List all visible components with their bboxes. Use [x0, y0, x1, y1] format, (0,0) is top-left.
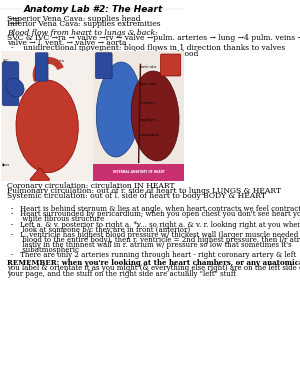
Text: Anatomy Lab #2: The Heart: Anatomy Lab #2: The Heart — [23, 5, 163, 14]
Text: Pulmonary circulation: out of r. side of heart to lungs LUNGS & HEART: Pulmonary circulation: out of r. side of… — [7, 187, 281, 196]
Text: you label & orientate it as you might (& everything else right) are on the left : you label & orientate it as you might (&… — [7, 265, 300, 272]
Text: -   L. ventricle has highest blood pressure w/ thickest wall (larger muscle need: - L. ventricle has highest blood pressur… — [11, 231, 300, 239]
Text: -   Left a. & v. posterior to right a. *v... so right a. & v. r. looking right a: - Left a. & v. posterior to right a. *v.… — [11, 221, 300, 229]
Text: lastly in the thinnest wall in r. atrium w/ pressure so low that sometimes it's: lastly in the thinnest wall in r. atrium… — [11, 241, 291, 249]
Text: Inferior Vena Cava: supplies extremities: Inferior Vena Cava: supplies extremities — [7, 20, 160, 28]
Text: Systemic circulation: out of l. side of heart to body BODY & HEART: Systemic circulation: out of l. side of … — [7, 192, 266, 201]
Text: subatmospheric: subatmospheric — [11, 246, 79, 254]
Text: Blood flow from heart to lungs & back:: Blood flow from heart to lungs & back: — [7, 29, 158, 37]
Text: -   Heart is behind sternum & lies at angle, when heart contracts we feel contra: - Heart is behind sternum & lies at angl… — [11, 205, 300, 213]
Text: Coronary circulation: circulation IN HEART: Coronary circulation: circulation IN HEA… — [7, 182, 175, 191]
Text: REMEMBER: when you're looking at the heart chambers, or any anatomical drawings,: REMEMBER: when you're looking at the hea… — [7, 260, 300, 267]
Text: valve → l. vent. → valve → aorta: valve → l. vent. → valve → aorta — [7, 39, 126, 47]
Text: -    atrium receive blood, ventricles release blood: - atrium receive blood, ventricles relea… — [11, 49, 198, 57]
Text: white fibrous structure: white fibrous structure — [11, 215, 104, 223]
Text: -   Heart surrounded by pericardium; when you open chest you don't see heart you: - Heart surrounded by pericardium; when … — [11, 210, 300, 218]
Text: SVC & IVC →ra → valve →rv → valve →pulm. arteries → lung →4 pulm. veins → l. atr: SVC & IVC →ra → valve →rv → valve →pulm.… — [7, 34, 300, 42]
Text: look at someone b/c they are in front (anterior): look at someone b/c they are in front (a… — [11, 225, 190, 234]
Text: your page, and the stuff on the right side are actually "left" stuff: your page, and the stuff on the right si… — [7, 270, 236, 277]
Text: -   There are only 2 arteries running through heart - right coronary artery & le: - There are only 2 arteries running thro… — [11, 251, 296, 260]
Text: -    unidirectional movement: blood flows in 1 direction thanks to valves: - unidirectional movement: blood flows i… — [11, 44, 285, 52]
Text: Superior Vena Cava: supplies head: Superior Vena Cava: supplies head — [7, 15, 140, 23]
Text: blood to the entire body), then r. ventricle = 2nd highest pressure, then l/r at: blood to the entire body), then r. ventr… — [11, 236, 300, 244]
